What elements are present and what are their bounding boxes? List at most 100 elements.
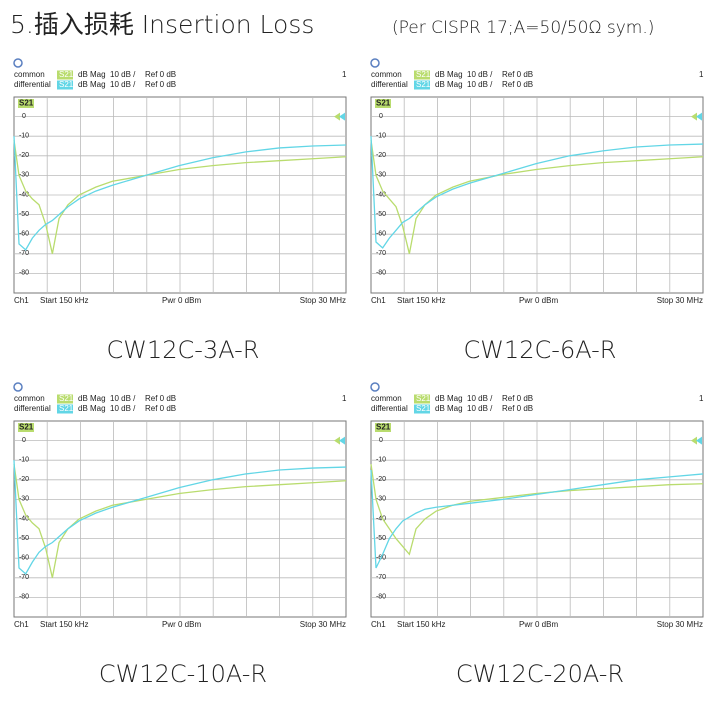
ref-marker xyxy=(696,112,702,121)
footer-start: Start 150 kHz xyxy=(397,620,445,629)
legend-trace: S21 xyxy=(59,394,74,403)
legend-trace: S21 xyxy=(416,404,431,413)
legend-swatch xyxy=(414,394,430,404)
ref-marker xyxy=(334,112,340,121)
legend-ref: Ref 0 dB xyxy=(145,70,176,79)
legend-ref: Ref 0 dB xyxy=(145,80,176,89)
y-tick-label: -20 xyxy=(19,152,29,159)
series-line xyxy=(370,469,704,569)
chart-panel: common S21 dB Mag 10 dB / Ref 0 dB differenti… xyxy=(13,382,347,688)
legend-ref: Ref 0 dB xyxy=(145,404,176,413)
y-tick-label: -10 xyxy=(19,133,29,140)
trace-badge-label: S21 xyxy=(19,423,34,432)
footer-start: Start 150 kHz xyxy=(40,296,88,305)
chart-title: CW12C-6A-R xyxy=(464,336,617,364)
chart-panel: common S21 dB Mag 10 dB / Ref 0 dB differenti… xyxy=(370,58,704,364)
ref-marker xyxy=(339,436,345,445)
y-tick-label: -80 xyxy=(19,594,29,601)
y-tick-label: -50 xyxy=(376,211,386,218)
y-tick-label: -30 xyxy=(376,172,386,179)
legend-format: dB Mag xyxy=(78,404,106,413)
y-tick-label: 0 xyxy=(22,113,26,120)
y-tick-label: -20 xyxy=(19,476,29,483)
trace-badge-label: S21 xyxy=(376,423,391,432)
channel-number: 1 xyxy=(342,394,347,403)
logo-icon xyxy=(13,382,23,392)
channel-number: 1 xyxy=(699,394,704,403)
y-tick-label: -50 xyxy=(19,535,29,542)
page-subtitle: (Per CISPR 17;A=50/50Ω sym.) xyxy=(392,18,654,38)
y-tick-label: -60 xyxy=(19,555,29,562)
footer-power: Pwr 0 dBm xyxy=(162,620,201,629)
y-tick-label: -50 xyxy=(376,535,386,542)
y-tick-label: -30 xyxy=(19,496,29,503)
legend-trace: S21 xyxy=(59,80,74,89)
trace-badge xyxy=(18,423,34,432)
legend-label: differential xyxy=(14,80,51,89)
footer-power: Pwr 0 dBm xyxy=(519,620,558,629)
ref-marker xyxy=(696,436,702,445)
chart-title: CW12C-20A-R xyxy=(456,660,624,688)
y-tick-label: -70 xyxy=(376,574,386,581)
legend-ref: Ref 0 dB xyxy=(145,394,176,403)
y-tick-label: -10 xyxy=(376,133,386,140)
series-line xyxy=(370,136,704,249)
legend-trace: S21 xyxy=(416,394,431,403)
chart-title: CW12C-10A-R xyxy=(99,660,267,688)
ref-marker xyxy=(339,112,345,121)
legend-trace: S21 xyxy=(416,80,431,89)
series-line xyxy=(370,464,704,556)
legend-ref: Ref 0 dB xyxy=(502,80,533,89)
chart-panel: common S21 dB Mag 10 dB / Ref 0 dB differenti… xyxy=(13,58,347,364)
y-tick-label: -70 xyxy=(19,574,29,581)
y-tick-label: 0 xyxy=(379,113,383,120)
footer-start: Start 150 kHz xyxy=(397,296,445,305)
footer-stop: Stop 30 MHz xyxy=(300,296,346,305)
legend-format: dB Mag xyxy=(78,70,106,79)
page-title: 5.插入损耗 Insertion Loss xyxy=(10,10,314,39)
chart-panel: common S21 dB Mag 10 dB / Ref 0 dB differenti… xyxy=(370,382,704,688)
legend-swatch xyxy=(414,404,430,414)
legend-trace: S21 xyxy=(59,404,74,413)
y-tick-label: -30 xyxy=(376,496,386,503)
legend-scale: 10 dB / xyxy=(110,80,136,89)
y-tick-label: 0 xyxy=(22,437,26,444)
legend-label: common xyxy=(14,70,45,79)
logo-icon xyxy=(370,382,380,392)
legend-label: differential xyxy=(371,404,408,413)
ref-marker xyxy=(691,436,697,445)
y-tick-label: -70 xyxy=(19,250,29,257)
trace-badge xyxy=(18,99,34,108)
logo-icon xyxy=(13,58,23,68)
legend-swatch xyxy=(57,404,73,414)
y-tick-label: -60 xyxy=(376,231,386,238)
logo-icon xyxy=(370,58,380,68)
y-tick-label: -60 xyxy=(19,231,29,238)
legend-label: differential xyxy=(14,404,51,413)
ref-marker xyxy=(691,112,697,121)
legend-format: dB Mag xyxy=(435,80,463,89)
legend-label: differential xyxy=(371,80,408,89)
y-tick-label: -80 xyxy=(19,270,29,277)
legend-label: common xyxy=(371,70,402,79)
footer-stop: Stop 30 MHz xyxy=(657,620,703,629)
footer-start: Start 150 kHz xyxy=(40,620,88,629)
footer-channel: Ch1 xyxy=(371,620,386,629)
channel-number: 1 xyxy=(699,70,704,79)
legend-scale: 10 dB / xyxy=(110,404,136,413)
legend-swatch xyxy=(414,80,430,90)
legend-format: dB Mag xyxy=(435,70,463,79)
y-tick-label: -20 xyxy=(376,152,386,159)
legend-scale: 10 dB / xyxy=(110,394,136,403)
legend-label: common xyxy=(14,394,45,403)
footer-channel: Ch1 xyxy=(14,620,29,629)
legend-format: dB Mag xyxy=(435,394,463,403)
footer-channel: Ch1 xyxy=(371,296,386,305)
legend-ref: Ref 0 dB xyxy=(502,70,533,79)
trace-badge-label: S21 xyxy=(376,99,391,108)
y-tick-label: -70 xyxy=(376,250,386,257)
legend-label: common xyxy=(371,394,402,403)
y-tick-label: 0 xyxy=(379,437,383,444)
y-tick-label: -80 xyxy=(376,594,386,601)
